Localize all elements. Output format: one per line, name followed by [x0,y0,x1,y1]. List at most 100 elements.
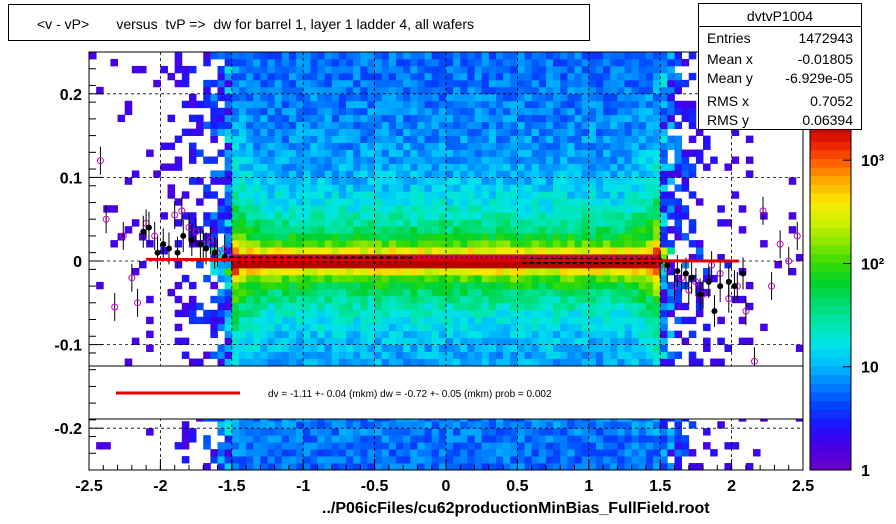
profile-point-black [211,249,218,256]
heatmap-cell [117,233,126,241]
heatmap-cell [631,72,640,81]
heatmap-cell [310,107,318,116]
heatmap-cell [360,114,368,123]
heatmap-cell [281,233,290,241]
heatmap-cell [353,156,361,164]
heatmap-cell [595,323,604,332]
heatmap-cell [453,93,461,102]
heatmap-cell [453,205,461,213]
heatmap-cell [645,86,654,95]
heatmap-cell [446,233,454,241]
heatmap-cell [346,226,354,234]
heatmap-cell [317,191,326,199]
heatmap-cell [517,107,525,116]
heatmap-cell [510,261,518,269]
heatmap-cell [595,163,604,171]
profile-point-magenta [776,240,784,248]
heatmap-cell [538,107,547,116]
heatmap-cell [717,421,725,429]
heatmap-cell [346,198,354,206]
heatmap-cell [710,449,718,457]
heatmap-cell [517,142,525,150]
heatmap-cell [588,428,597,436]
heatmap-cell [495,121,504,130]
heatmap-cell [610,205,618,213]
heatmap-cell [260,156,268,164]
heatmap-cell [396,456,404,464]
profile-point-black [674,268,681,275]
heatmap-cell [517,456,525,464]
heatmap-cell [660,205,668,213]
heatmap-cell [638,233,647,241]
heatmap-cell [653,351,661,359]
heatmap-cell [338,226,347,234]
heatmap-cell [545,247,554,255]
heatmap-cell [645,170,654,178]
heatmap-cell [460,449,468,457]
heatmap-cell [610,435,618,443]
heatmap-cell [603,435,611,443]
heatmap-cell [174,219,183,227]
heatmap-cell [688,100,697,109]
heatmap-cell [181,72,190,81]
heatmap-cell [617,456,625,464]
heatmap-cell [353,449,361,457]
palette-cell [810,435,851,445]
heatmap-cell [131,170,140,178]
heatmap-cell [267,309,276,318]
heatmap-cell [567,421,575,429]
heatmap-cell [203,233,211,241]
heatmap-cell [174,281,183,290]
heatmap-cell [624,351,633,359]
heatmap-cell [296,247,304,255]
heatmap-cell [181,302,190,311]
heatmap-cell [467,149,475,157]
heatmap-cell [488,267,497,276]
heatmap-cell [224,288,233,297]
heatmap-cell [381,247,390,255]
heatmap-cell [517,421,525,429]
heatmap-cell [360,86,368,95]
heatmap-cell [260,121,268,130]
heatmap-cell [381,149,390,157]
heatmap-cell [224,330,233,339]
heatmap-cell [253,100,261,109]
heatmap-cell [574,344,583,352]
heatmap-cell [617,295,625,304]
profile-point-magenta [768,282,776,290]
heatmap-cell [574,219,583,227]
heatmap-cell [346,456,354,464]
heatmap-cell [553,358,561,366]
heatmap-cell [288,323,297,332]
heatmap-cell [424,240,433,248]
heatmap-cell [360,323,368,332]
heatmap-cell [695,309,704,318]
heatmap-cell [488,463,497,470]
heatmap-cell [645,316,654,325]
heatmap-cell [724,463,732,470]
heatmap-cell [745,135,754,143]
heatmap-cell [424,86,433,95]
heatmap-cell [246,170,254,178]
heatmap-cell [310,351,318,359]
heatmap-cell [467,274,475,283]
heatmap-cell [388,456,397,464]
heatmap-cell [353,267,361,276]
heatmap-cell [488,288,497,297]
heatmap-cell [288,254,297,262]
heatmap-cell [367,323,375,332]
heatmap-cell [131,337,140,345]
heatmap-cell [574,226,583,234]
heatmap-cell [353,121,361,130]
heatmap-cell [438,428,447,436]
heatmap-cell [260,295,268,304]
heatmap-cell [503,233,511,241]
heatmap-cell [431,52,440,60]
heatmap-cell [460,456,468,464]
heatmap-cell [438,449,447,457]
heatmap-cell [581,435,590,443]
heatmap-cell [210,191,218,199]
heatmap-cell [374,344,383,352]
heatmap-cell [624,107,633,116]
heatmap-cell [588,170,597,178]
